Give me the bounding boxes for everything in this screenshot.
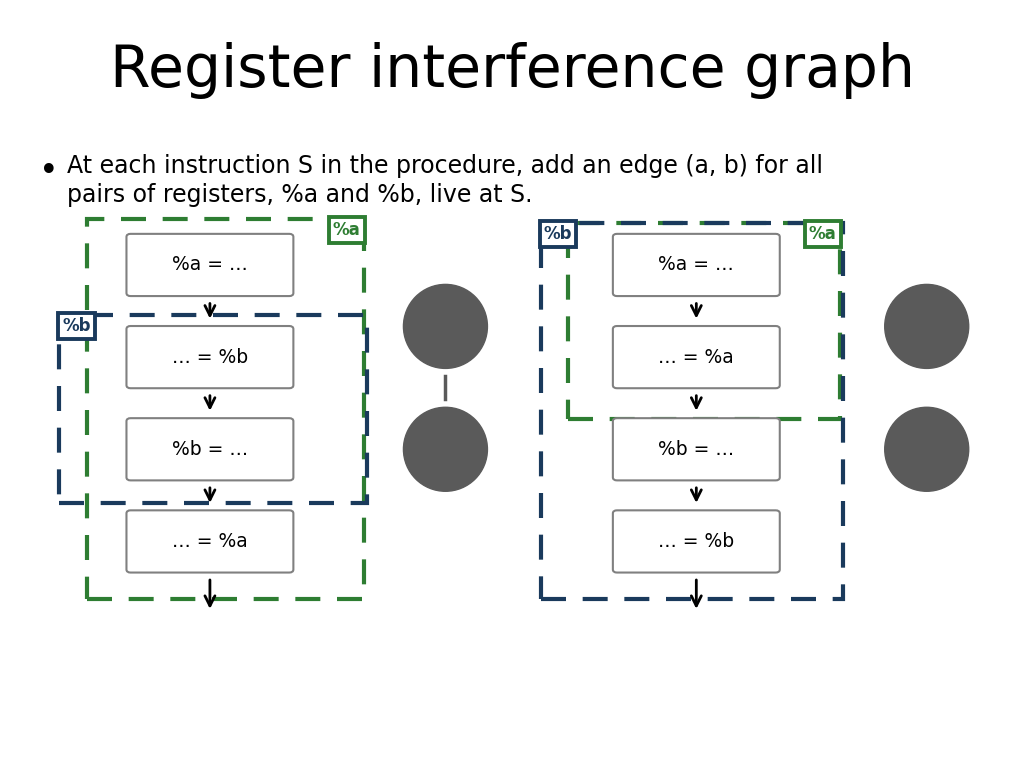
Text: … = %b: … = %b xyxy=(172,348,248,366)
Text: %b = …: %b = … xyxy=(658,440,734,458)
FancyBboxPatch shape xyxy=(127,511,293,573)
Text: Register interference graph: Register interference graph xyxy=(110,42,914,99)
FancyBboxPatch shape xyxy=(612,418,780,481)
Text: b: b xyxy=(436,437,455,462)
Text: %b: %b xyxy=(544,225,572,243)
Text: %a = …: %a = … xyxy=(658,256,734,274)
FancyBboxPatch shape xyxy=(127,326,293,388)
Text: b: b xyxy=(918,437,936,462)
Text: … = %b: … = %b xyxy=(658,532,734,551)
Bar xyxy=(568,223,840,419)
Text: pairs of registers, %a and %b, live at S.: pairs of registers, %a and %b, live at S… xyxy=(67,183,532,207)
Text: %a: %a xyxy=(333,221,360,239)
Text: %a: %a xyxy=(809,225,837,243)
Text: %b = …: %b = … xyxy=(172,440,248,458)
Text: %b: %b xyxy=(62,317,91,335)
Text: •: • xyxy=(39,155,58,188)
Bar xyxy=(59,315,367,503)
FancyBboxPatch shape xyxy=(612,233,780,296)
FancyBboxPatch shape xyxy=(127,233,293,296)
FancyBboxPatch shape xyxy=(127,418,293,481)
Bar xyxy=(541,223,843,599)
FancyBboxPatch shape xyxy=(612,511,780,573)
Text: a: a xyxy=(437,314,454,339)
Bar xyxy=(87,219,364,599)
FancyBboxPatch shape xyxy=(612,326,780,388)
Text: a: a xyxy=(919,314,935,339)
Text: … = %a: … = %a xyxy=(658,348,734,366)
Text: %a = …: %a = … xyxy=(172,256,248,274)
Text: At each instruction S in the procedure, add an edge (a, b) for all: At each instruction S in the procedure, … xyxy=(67,154,822,177)
Text: … = %a: … = %a xyxy=(172,532,248,551)
